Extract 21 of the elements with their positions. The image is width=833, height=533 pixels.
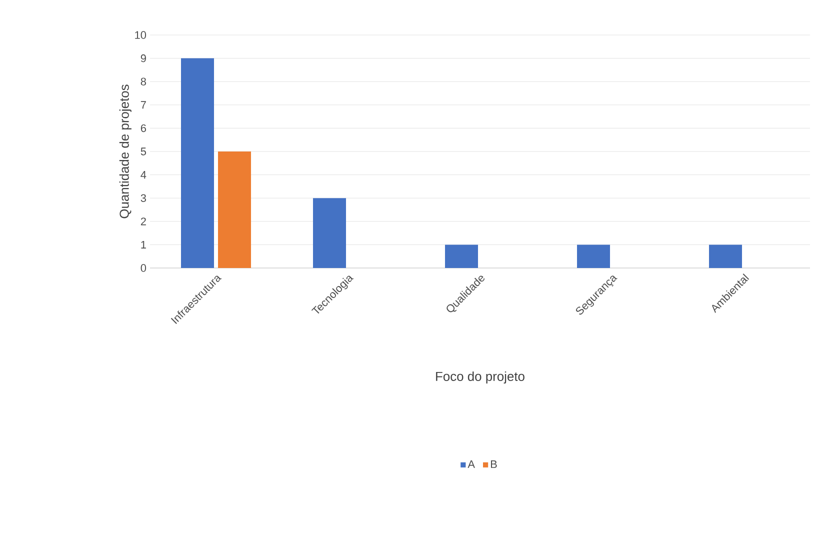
bar xyxy=(313,198,346,268)
y-axis-title: Quantidade de projetos xyxy=(119,84,132,218)
bar xyxy=(218,151,252,268)
y-tick-label: 1 xyxy=(141,240,146,248)
y-tick-label: 0 xyxy=(140,264,146,272)
legend-label: B xyxy=(491,460,497,468)
bar xyxy=(577,244,610,268)
y-tick-label: 5 xyxy=(140,148,146,156)
y-tick-label: 10 xyxy=(135,31,146,39)
legend-label: A xyxy=(468,460,475,468)
bar xyxy=(181,58,214,268)
x-axis-title: Foco do projeto xyxy=(436,371,524,384)
y-tick-label: 8 xyxy=(140,78,146,86)
y-tick-label: 4 xyxy=(140,171,146,179)
y-tick-label: 6 xyxy=(140,124,146,132)
bar xyxy=(709,244,742,268)
y-tick-label: 9 xyxy=(140,54,146,62)
bar xyxy=(445,244,478,268)
y-tick-label: 7 xyxy=(140,101,146,109)
y-tick-label: 3 xyxy=(140,194,146,202)
y-tick-label: 2 xyxy=(140,218,146,226)
